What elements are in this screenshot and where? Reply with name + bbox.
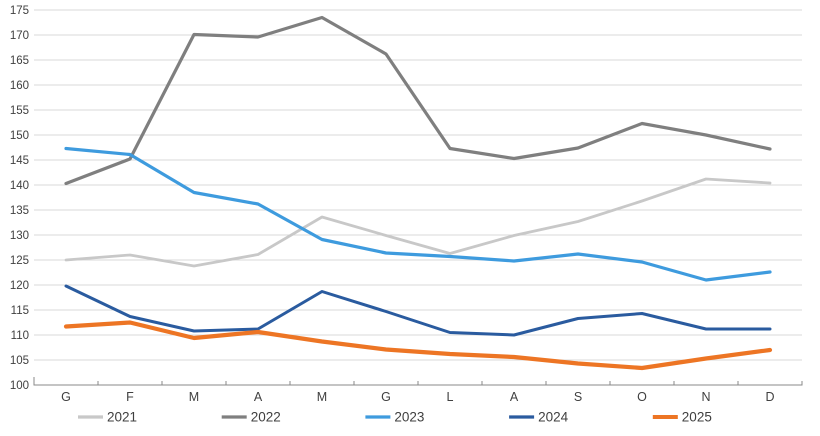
y-tick-label-145: 145 — [10, 155, 29, 167]
series-line-2022 — [64, 15, 772, 186]
y-tick-label-125: 125 — [10, 255, 29, 267]
x-tick-label-9: O — [637, 390, 647, 404]
x-tick-label-1: F — [126, 390, 134, 404]
y-tick-label-105: 105 — [10, 355, 29, 367]
series-line-2025 — [63, 320, 773, 371]
legend-item-2021: 2021 — [78, 410, 137, 425]
chart-legend: 2021 2022 2023 2024 2025 — [78, 410, 712, 425]
legend-item-2025: 2025 — [652, 410, 712, 425]
x-tick-label-7: A — [510, 390, 519, 404]
y-tick-label-155: 155 — [10, 105, 29, 117]
y-tick-label-170: 170 — [10, 30, 29, 42]
y-axis-labels: 175 170 165 160 155 150 145 140 135 130 125 120 115 1… — [10, 5, 29, 392]
series-line-2024 — [64, 284, 772, 337]
x-tick-label-2: M — [189, 390, 199, 404]
x-tick-label-10: N — [701, 390, 710, 404]
legend-label-2023: 2023 — [394, 410, 424, 425]
legend-label-2022: 2022 — [251, 410, 281, 425]
y-tick-label-175: 175 — [10, 5, 29, 17]
y-tick-label-115: 115 — [11, 305, 29, 317]
y-tick-label-130: 130 — [10, 230, 29, 242]
y-tick-label-135: 135 — [10, 205, 29, 217]
y-tick-label-140: 140 — [10, 180, 29, 192]
series-lines — [63, 15, 773, 371]
legend-item-2023: 2023 — [365, 410, 424, 425]
legend-item-2024: 2024 — [509, 410, 569, 425]
series-line-2021 — [64, 177, 772, 268]
x-axis-ticks — [33, 377, 803, 386]
legend-item-2022: 2022 — [221, 410, 281, 425]
y-tick-label-110: 110 — [11, 330, 29, 342]
y-tick-label-150: 150 — [10, 130, 29, 142]
legend-label-2024: 2024 — [538, 410, 569, 425]
y-tick-label-100: 100 — [10, 380, 29, 392]
x-tick-label-6: L — [447, 390, 454, 404]
x-tick-label-4: M — [317, 390, 327, 404]
y-tick-label-120: 120 — [10, 280, 29, 292]
x-tick-label-0: G — [61, 390, 71, 404]
x-tick-label-5: G — [381, 390, 391, 404]
x-tick-label-11: D — [765, 390, 774, 404]
y-tick-label-160: 160 — [10, 80, 29, 92]
x-tick-label-8: S — [574, 390, 582, 404]
x-tick-label-3: A — [254, 390, 263, 404]
legend-label-2021: 2021 — [107, 410, 137, 425]
series-line-2023 — [64, 146, 772, 282]
y-tick-label-165: 165 — [10, 55, 29, 67]
legend-label-2025: 2025 — [682, 410, 712, 425]
